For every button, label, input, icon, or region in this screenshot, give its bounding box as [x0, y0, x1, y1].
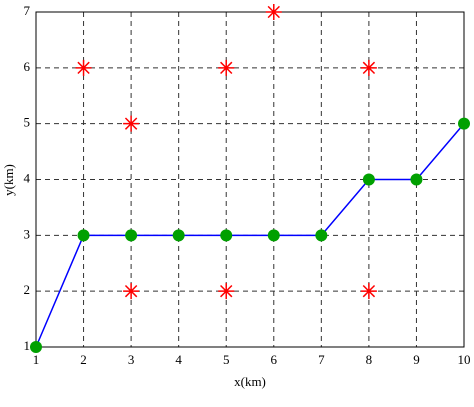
x-tick-label: 1: [33, 352, 40, 367]
y-tick-label: 3: [24, 226, 31, 241]
x-tick-label: 10: [458, 352, 471, 367]
line-marker: [410, 173, 423, 186]
star-marker: [218, 283, 235, 300]
y-tick-label: 6: [24, 59, 31, 74]
star-marker: [123, 283, 140, 300]
star-marker: [218, 59, 235, 76]
line-marker: [362, 173, 375, 186]
plot-frame: [35, 11, 465, 348]
star-marker: [360, 283, 377, 300]
y-tick-label: 2: [24, 282, 31, 297]
line-marker: [172, 229, 185, 242]
star-marker: [360, 59, 377, 76]
x-tick-label: 2: [80, 352, 87, 367]
x-tick-label: 7: [318, 352, 325, 367]
line-marker: [125, 229, 138, 242]
line-marker: [30, 341, 42, 353]
x-tick-label: 6: [271, 352, 278, 367]
y-tick-label: 1: [24, 338, 31, 353]
x-tick-label: 8: [366, 352, 373, 367]
x-tick-label: 5: [223, 352, 230, 367]
line-marker: [267, 229, 280, 242]
line-marker: [315, 229, 328, 242]
star-marker: [75, 59, 92, 76]
line-marker: [77, 229, 90, 242]
y-tick-label: 4: [24, 170, 31, 185]
x-tick-label: 3: [128, 352, 135, 367]
y-tick-label: 7: [24, 3, 31, 18]
y-tick-label: 5: [24, 115, 31, 130]
line: [35, 123, 465, 348]
x-axis-label: x(km): [234, 374, 266, 389]
y-axis-label: y(km): [1, 164, 16, 196]
x-tick-label: 9: [413, 352, 420, 367]
line-marker: [458, 117, 470, 130]
line-marker: [220, 229, 233, 242]
star-marker: [123, 115, 140, 132]
star-marker: [265, 4, 282, 20]
x-tick-label: 4: [175, 352, 182, 367]
